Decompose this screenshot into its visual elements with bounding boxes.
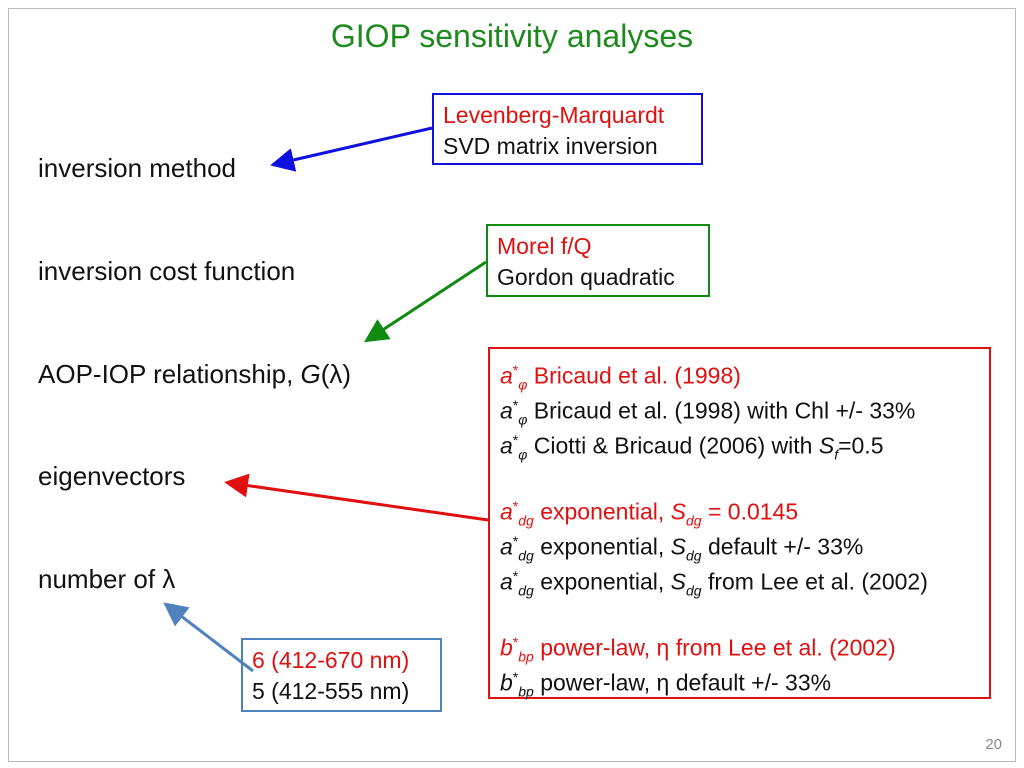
title: GIOP sensitivity analyses	[330, 18, 694, 54]
text: dg	[686, 547, 702, 564]
text: a	[500, 432, 513, 459]
slide-frame	[8, 8, 1016, 762]
option: Levenberg-Marquardt	[443, 102, 665, 128]
text: a	[500, 498, 513, 525]
option: b*bp power-law, η default +/- 33%	[500, 662, 831, 707]
parameter: AOP-IOP relationship, G(λ)	[38, 359, 351, 390]
parameter: inversion cost function	[38, 256, 295, 287]
text: S	[670, 568, 686, 595]
text: =0.5	[838, 432, 884, 459]
text: S	[670, 498, 686, 525]
text: dg	[518, 547, 534, 564]
text: (λ)	[320, 359, 352, 389]
option: Gordon quadratic	[497, 264, 675, 290]
text: bp	[518, 683, 534, 700]
parameter: eigenvectors	[38, 461, 185, 492]
text: f	[834, 446, 839, 463]
option: a*φ Bricaud et al. (1998)	[500, 355, 741, 400]
option: SVD matrix inversion	[443, 133, 658, 159]
text: Bricaud et al. (1998) with Chl +/- 33%	[527, 397, 916, 424]
text: *	[512, 568, 519, 584]
arrow	[363, 260, 487, 343]
option: a*dg exponential, Sdg default +/- 33%	[500, 526, 863, 571]
text: S	[818, 432, 835, 459]
text: S	[670, 533, 686, 560]
text: power-law, η from Lee et al. (2002)	[533, 634, 896, 661]
text: eigenvectors	[38, 461, 186, 491]
option: 5 (412-555 nm)	[252, 678, 410, 704]
wavelength-box: 6 (412-670 nm) 5 (412-555 nm)	[241, 638, 442, 712]
iop-box: a*φ Bricaud et al. (1998) a*φ Bricaud et…	[488, 347, 991, 699]
text: φ	[518, 376, 528, 393]
text: inversion cost function	[38, 256, 296, 286]
text: a	[500, 533, 513, 560]
text: Bricaud et al. (1998)	[527, 362, 741, 389]
text: dg	[518, 582, 534, 599]
parameter: inversion method	[38, 153, 236, 184]
text: bp	[518, 648, 534, 665]
text: dg	[518, 512, 534, 529]
option: 6 (412-670 nm)	[252, 647, 410, 673]
text: exponential,	[533, 533, 671, 560]
cost-box: Morel f/Q Gordon quadratic	[486, 224, 710, 297]
text: exponential,	[533, 498, 671, 525]
text: inversion method	[38, 153, 236, 183]
text: AOP-IOP relationship,	[38, 359, 301, 389]
text: *	[512, 533, 519, 549]
text: default +/- 33%	[701, 533, 864, 560]
method-box: Levenberg-Marquardt SVD matrix inversion	[432, 93, 703, 165]
text: *	[512, 498, 519, 514]
text: from Lee et al. (2002)	[701, 568, 928, 595]
option: a*dg exponential, Sdg from Lee et al. (2…	[500, 561, 928, 606]
text: *	[512, 362, 519, 378]
text: G	[300, 359, 321, 389]
arrow	[224, 473, 489, 522]
arrow	[270, 126, 433, 172]
text: b	[500, 669, 513, 696]
text: number of λ	[38, 564, 176, 594]
text: exponential,	[533, 568, 671, 595]
text: *	[512, 669, 519, 685]
arrow	[163, 602, 254, 673]
text: φ	[518, 446, 528, 463]
page-number: 20	[985, 736, 1002, 753]
text: *	[512, 634, 519, 650]
text: power-law, η default +/- 33%	[533, 669, 832, 696]
text: a	[500, 397, 513, 424]
text: *	[512, 432, 519, 448]
option: b*bp power-law, η from Lee et al. (2002)	[500, 627, 896, 672]
option: a*dg exponential, Sdg = 0.0145	[500, 491, 798, 536]
text: dg	[686, 512, 702, 529]
text: a	[500, 568, 513, 595]
text: a	[500, 362, 513, 389]
text: φ	[518, 411, 528, 428]
text: *	[512, 397, 519, 413]
option: Morel f/Q	[497, 233, 592, 259]
text: = 0.0145	[701, 498, 799, 525]
text: b	[500, 634, 513, 661]
parameter: number of λ	[38, 564, 175, 595]
option: a*φ Bricaud et al. (1998) with Chl +/- 3…	[500, 390, 915, 435]
text: Ciotti & Bricaud (2006) with	[527, 432, 819, 459]
option: a*φ Ciotti & Bricaud (2006) with Sf=0.5	[500, 425, 883, 470]
text: dg	[686, 582, 702, 599]
